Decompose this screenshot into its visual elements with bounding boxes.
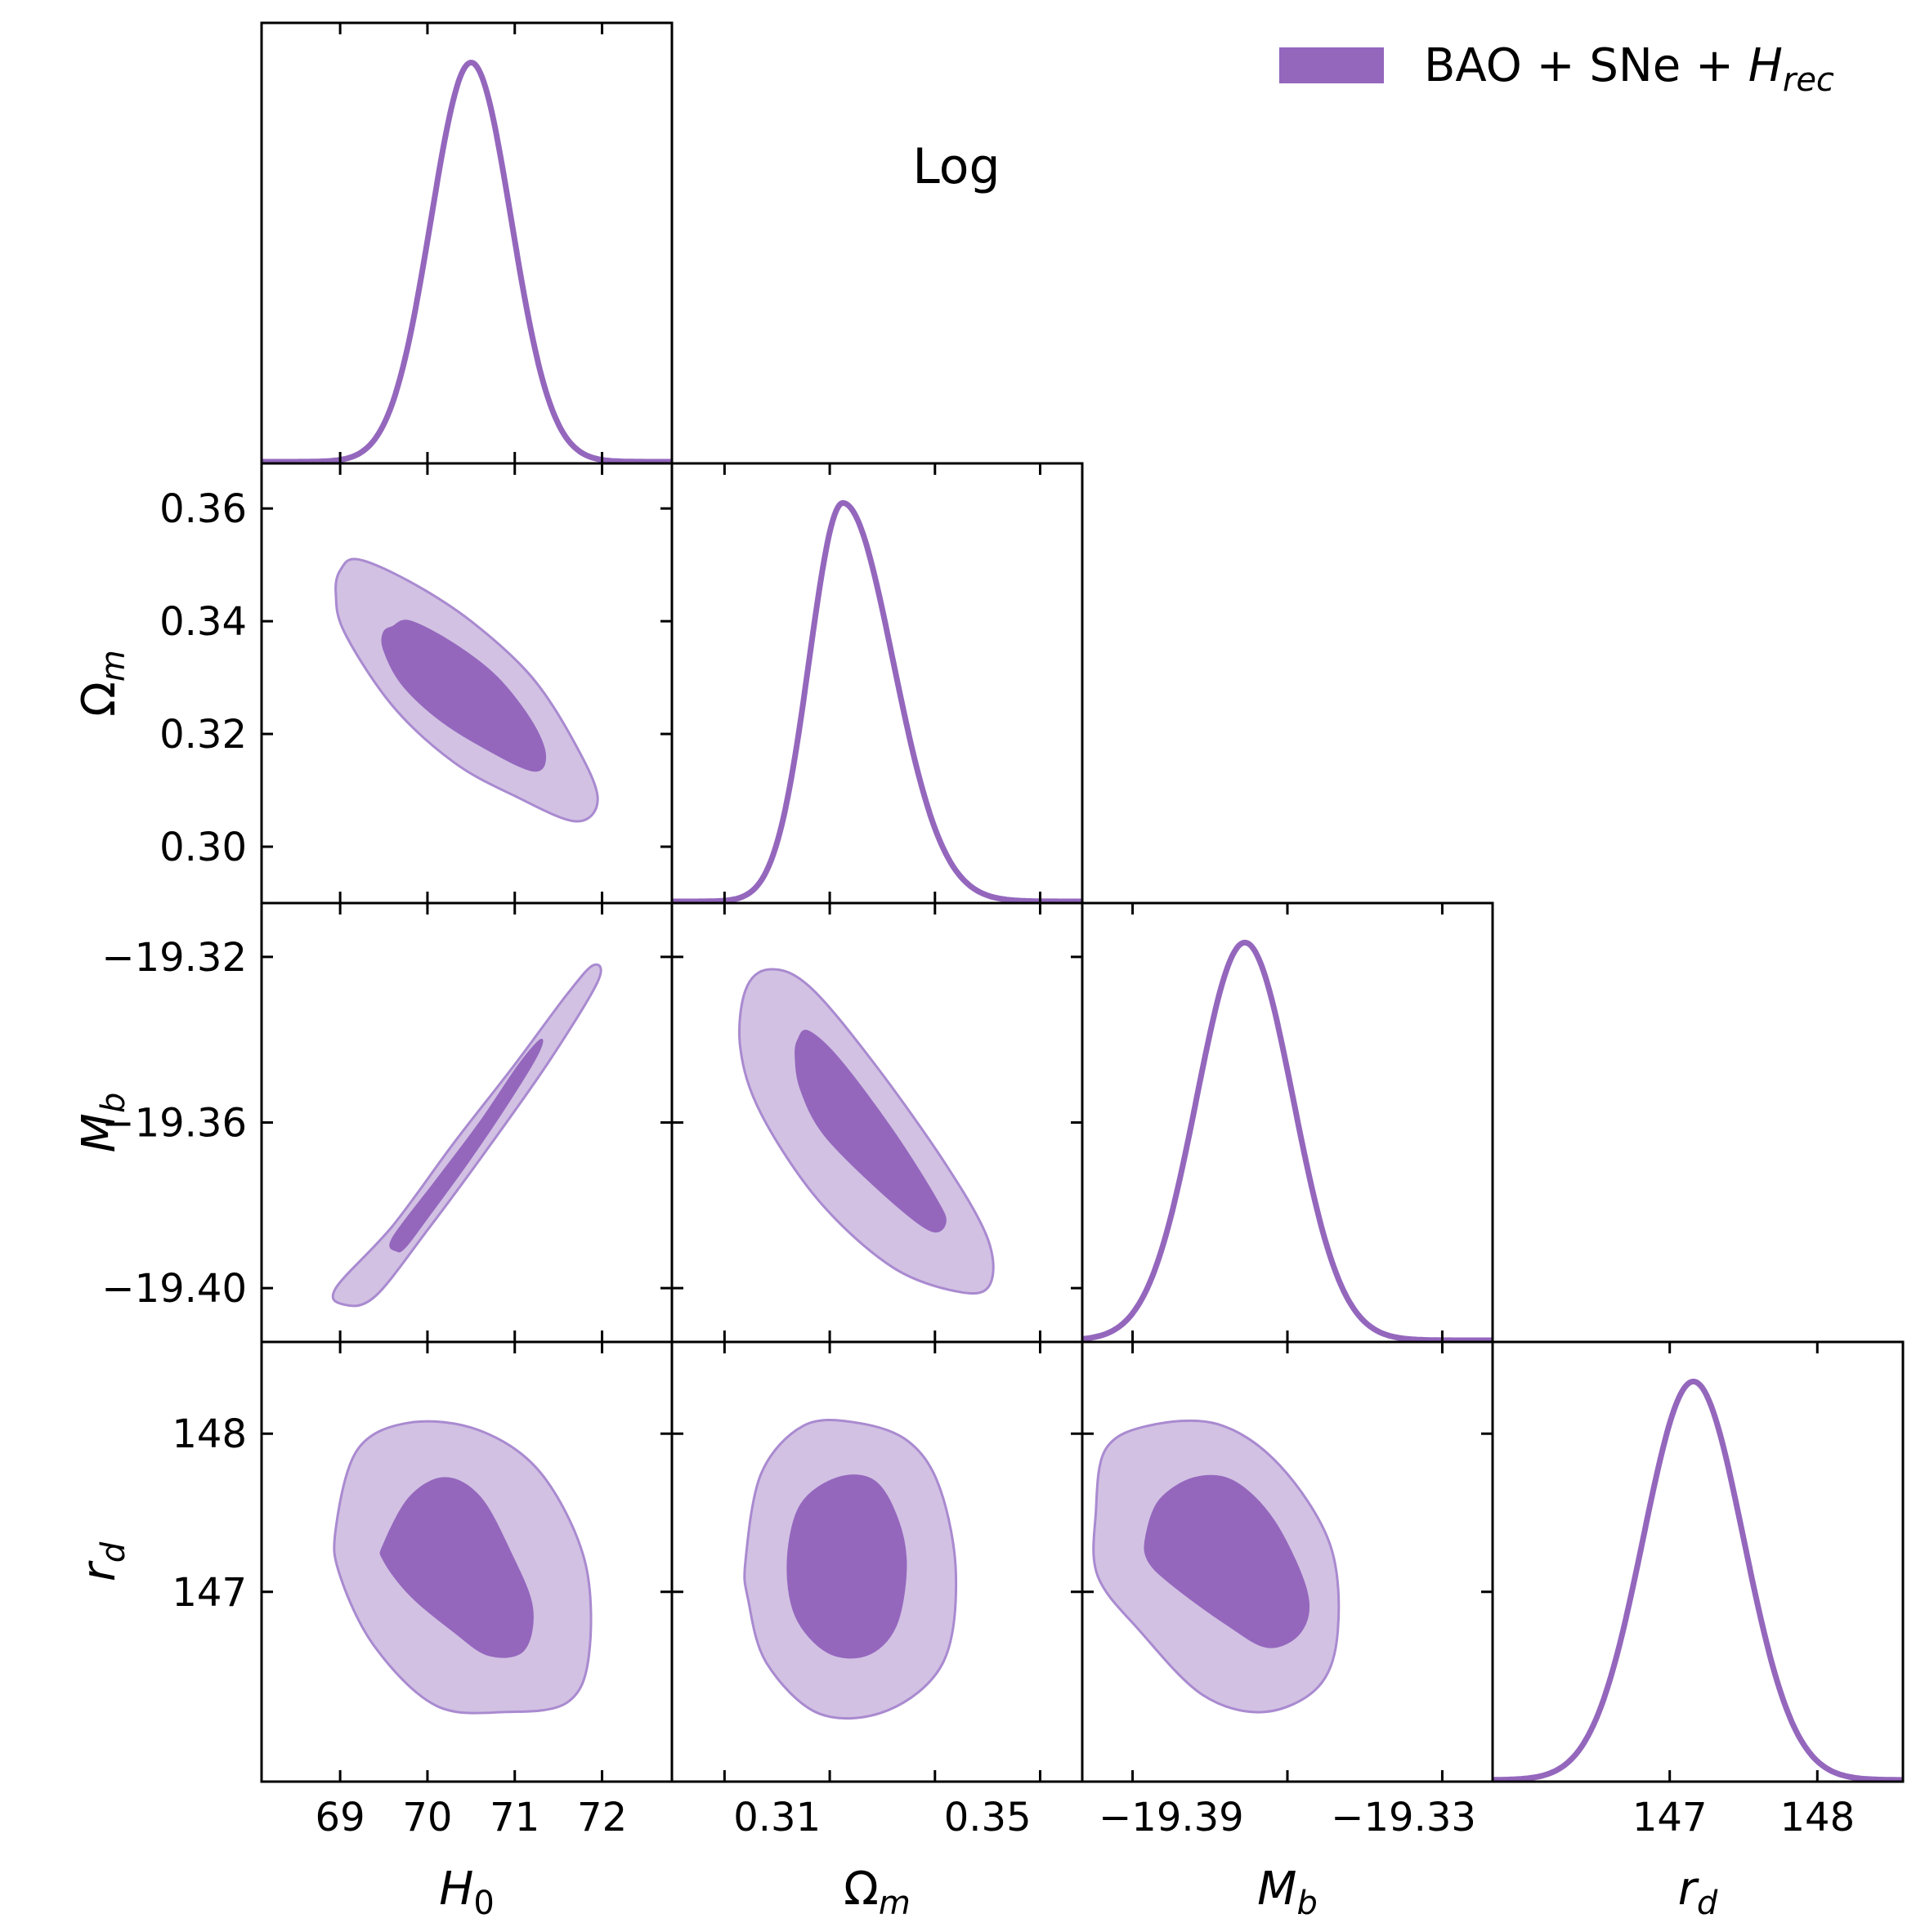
x-axis-label-rd: rd bbox=[1678, 1863, 1718, 1922]
panel-frame-0-0 bbox=[260, 21, 674, 465]
y-axis-label-Mb: Mb bbox=[73, 1093, 132, 1153]
x-tick-label-rd: 148 bbox=[1780, 1795, 1855, 1840]
legend-label-prefix: BAO + SNe + bbox=[1424, 39, 1748, 92]
contour-68-H0-rd bbox=[379, 1477, 534, 1658]
y-axis-label-rd: rd bbox=[73, 1541, 132, 1581]
marginal-curve-Om bbox=[670, 499, 1084, 905]
y-tick-label-Om: 0.34 bbox=[159, 599, 247, 645]
legend-swatch bbox=[1279, 47, 1384, 83]
contour-68-H0-Mb bbox=[389, 1039, 544, 1253]
y-tick-label-rd: 147 bbox=[172, 1570, 247, 1616]
y-axis-label-Om: Ωm bbox=[73, 650, 132, 717]
chart-annotation: Log bbox=[912, 138, 1000, 195]
legend-label: BAO + SNe + Hrec bbox=[1424, 39, 1834, 99]
panel-frame-1-1 bbox=[670, 462, 1084, 905]
x-axis-label-H0: H0 bbox=[439, 1863, 495, 1922]
contour-68-Om-rd bbox=[786, 1474, 907, 1659]
legend-label-symbol: H bbox=[1748, 39, 1783, 92]
contour-95-H0-Mb bbox=[331, 963, 602, 1308]
y-tick-label-Mb: −19.32 bbox=[101, 935, 247, 981]
x-axis-label-Om: Ωm bbox=[844, 1863, 911, 1922]
y-tick-label-Mb: −19.40 bbox=[101, 1266, 247, 1312]
x-tick-label-Om: 0.35 bbox=[944, 1795, 1032, 1840]
x-tick-label-Om: 0.31 bbox=[733, 1795, 821, 1840]
y-tick-label-rd: 148 bbox=[172, 1411, 247, 1457]
y-tick-label-Om: 0.36 bbox=[159, 486, 247, 532]
x-tick-label-H0: 71 bbox=[490, 1795, 539, 1840]
panels-layer bbox=[260, 21, 1905, 1783]
legend: BAO + SNe + Hrec bbox=[1279, 39, 1834, 99]
panel-frame-2-2 bbox=[1081, 901, 1494, 1344]
x-tick-label-H0: 70 bbox=[402, 1795, 452, 1840]
marginal-curve-Mb bbox=[1081, 939, 1494, 1344]
contour-68-Mb-rd bbox=[1144, 1474, 1310, 1648]
x-tick-label-rd: 147 bbox=[1632, 1795, 1708, 1840]
x-axis-label-Mb: Mb bbox=[1257, 1863, 1318, 1922]
marginal-curve-H0 bbox=[260, 60, 674, 465]
panel-frame-2-0 bbox=[260, 901, 674, 1344]
marginal-curve-rd bbox=[1491, 1379, 1905, 1783]
labels-layer: 69 70 71 72 0.31 0.35 0.30 0.32 0.34 0.36 −19.39 −1… bbox=[73, 486, 1855, 1922]
y-tick-label-Mb: −19.36 bbox=[101, 1101, 247, 1147]
contour-68-Om-Mb bbox=[795, 1030, 947, 1233]
legend-label-subscript: rec bbox=[1783, 61, 1834, 99]
x-tick-label-Mb: −19.39 bbox=[1099, 1795, 1244, 1840]
x-tick-label-H0: 72 bbox=[577, 1795, 627, 1840]
y-tick-label-Om: 0.30 bbox=[159, 825, 247, 870]
x-tick-label-Mb: −19.33 bbox=[1331, 1795, 1476, 1840]
x-tick-label-H0: 69 bbox=[316, 1795, 365, 1840]
panel-frame-3-3 bbox=[1491, 1340, 1905, 1783]
contour-68-H0-Om bbox=[381, 619, 547, 772]
y-tick-label-Om: 0.32 bbox=[159, 712, 247, 758]
